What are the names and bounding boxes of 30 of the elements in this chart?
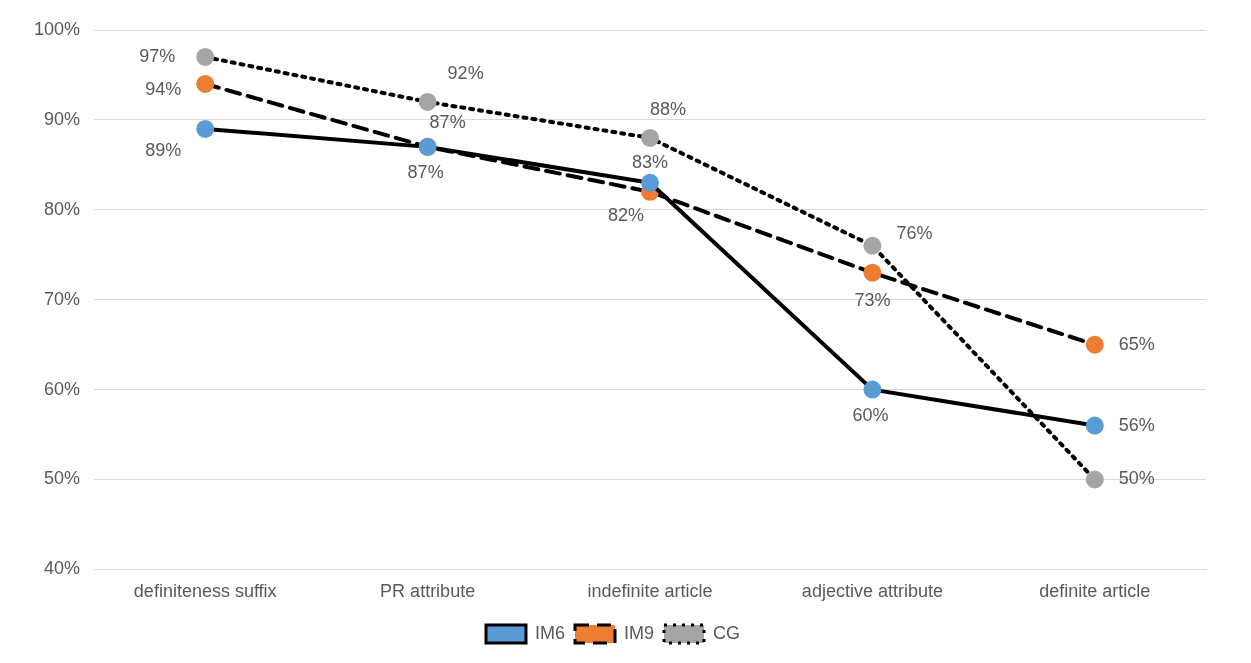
data-label: 60%: [852, 404, 889, 425]
legend-label: CG: [713, 622, 741, 643]
data-label: 88%: [650, 98, 687, 119]
data-label: 87%: [429, 111, 466, 132]
data-label: 50%: [1118, 468, 1155, 489]
data-label: 89%: [145, 139, 182, 160]
data-label: 83%: [632, 151, 669, 172]
data-label: 73%: [854, 289, 891, 310]
data-label: 92%: [447, 62, 484, 83]
y-tick-label: 80%: [44, 198, 81, 219]
y-tick-label: 100%: [33, 18, 81, 39]
x-tick-label: PR attribute: [380, 581, 476, 602]
data-label: 82%: [608, 204, 645, 225]
x-tick-label: definite article: [1039, 581, 1151, 602]
y-tick-label: 90%: [44, 108, 81, 129]
legend-label: IM9: [624, 622, 655, 643]
data-label: 56%: [1118, 414, 1155, 435]
y-tick-label: 50%: [44, 468, 81, 489]
data-label: 87%: [407, 161, 444, 182]
data-label: 97%: [139, 45, 176, 66]
y-tick-label: 60%: [44, 378, 81, 399]
x-tick-label: definiteness suffix: [133, 581, 277, 602]
data-label: 65%: [1118, 333, 1155, 354]
x-tick-label: indefinite article: [587, 581, 713, 602]
y-tick-label: 70%: [44, 288, 81, 309]
data-label: 94%: [145, 78, 182, 99]
y-tick-label: 40%: [44, 558, 81, 579]
legend-label: IM6: [534, 622, 566, 643]
x-tick-label: adjective attribute: [801, 581, 943, 602]
data-label: 76%: [896, 222, 933, 243]
